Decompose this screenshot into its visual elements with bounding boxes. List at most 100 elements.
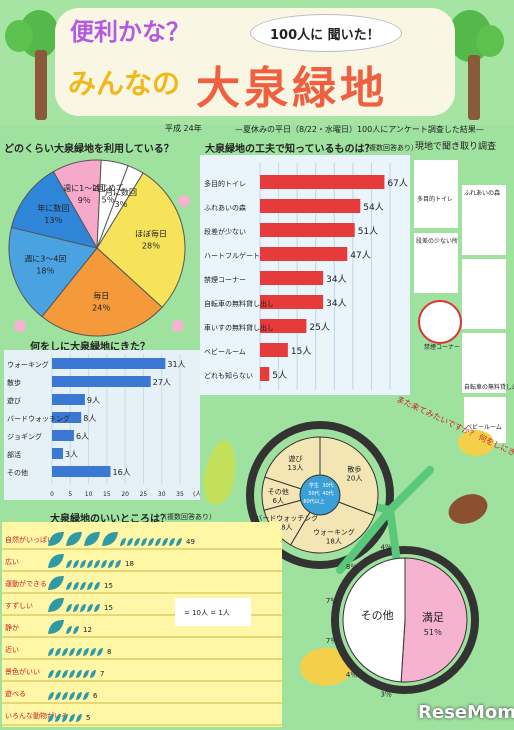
title-line-2: みんなの xyxy=(68,67,181,100)
bar3-leaf-1 xyxy=(115,560,121,568)
bar3-leaf-1 xyxy=(76,670,82,678)
bar3-leaf-1 xyxy=(169,538,175,546)
bar2-category: ジョギング xyxy=(7,432,42,441)
bar3-leaf-10 xyxy=(84,531,100,546)
bar2-xtick: 30 xyxy=(158,491,166,498)
pie1-slice-label: 毎日 xyxy=(93,290,109,300)
bar3-leaf-1 xyxy=(94,604,100,612)
photo-smoke xyxy=(418,300,462,344)
pie1-slice xyxy=(41,247,163,337)
photo-gate xyxy=(462,259,506,329)
bar2-value: 8人 xyxy=(83,414,96,423)
bar3-leaf-1 xyxy=(76,648,82,656)
bar3-leaf-1 xyxy=(176,538,182,546)
side-photo-strip: 多目的トイレ ふれあいの森 段差の少ない所 禁煙コーナー 自転車の無料貸し出し … xyxy=(412,155,514,443)
bar3-category: 近い xyxy=(5,645,19,654)
bar3-leaf-1 xyxy=(66,560,72,568)
bar3-leaf-1 xyxy=(87,560,93,568)
bar2-category: ウォーキング xyxy=(7,360,49,369)
bar2-value: 16人 xyxy=(113,468,131,477)
bar3-leaf-10 xyxy=(48,575,64,590)
bar2-category: バードウォッチング xyxy=(7,414,70,423)
bar1-category: 自転車の無料貸し出し xyxy=(204,299,274,308)
flower-decoration xyxy=(178,195,190,207)
pie4-outer-value: 4％ xyxy=(346,671,357,679)
bar1-category: ハートフルゲート xyxy=(204,251,260,260)
bar2-xtick: (人) xyxy=(193,491,200,498)
bar3-chart: 自然がいっぱい 49 広い 18 運動ができる 15 すずしい 15 静か 12 近い 8 景色がいい 7… xyxy=(2,531,282,726)
pie4-outer-value: 8％ xyxy=(346,563,357,571)
pie3-slice-label: 遊び xyxy=(288,454,302,463)
photo-bike-label: 自転車の無料貸し出し xyxy=(464,384,514,391)
pie1-slice-label: ほぼ毎日 xyxy=(135,228,167,238)
pie4-slice-label: その他 xyxy=(361,609,394,622)
bar1-category: 段差が少ない xyxy=(204,227,246,236)
bar3-leaf-1 xyxy=(101,560,107,568)
bar1-value: 5人 xyxy=(272,370,287,381)
bar2-xtick: 20 xyxy=(121,491,129,498)
bar3-value: 15 xyxy=(104,582,113,590)
bar3-leaf-1 xyxy=(87,604,93,612)
bar3-leaf-1 xyxy=(97,648,103,656)
bar3-leaf-1 xyxy=(94,560,100,568)
bar1-category: ベビールーム xyxy=(204,347,246,356)
bar2-value: 6人 xyxy=(76,432,89,441)
bar3-leaf-1 xyxy=(55,670,61,678)
pie3-slice-label: ウォーキング xyxy=(313,527,355,536)
title-line-1: 便利かな？ xyxy=(70,18,190,46)
pie3-slice-value: 6人 xyxy=(273,497,284,505)
pie1-slice-label: 月に数回 xyxy=(105,187,137,197)
pie3-inner-label: 50代 xyxy=(308,490,319,497)
bar1-category: ふれあいの森 xyxy=(204,203,246,212)
bar3-leaf-1 xyxy=(83,670,89,678)
bar3-value: 12 xyxy=(83,626,92,634)
flower-decoration-2 xyxy=(172,320,184,332)
bar2-value: 3人 xyxy=(65,450,78,459)
bar3-leaf-1 xyxy=(108,560,114,568)
bar3-leaf-1 xyxy=(127,538,133,546)
photo-forest-label: ふれあいの森 xyxy=(464,190,501,197)
bar3-leaf-1 xyxy=(73,560,79,568)
pie3-inner-label: 30代 xyxy=(322,482,333,489)
bar3-leaf-1 xyxy=(66,626,72,634)
bar3-leaf-1 xyxy=(69,692,75,700)
bar2-category: 遊び xyxy=(7,396,21,405)
bubble-text: 100人に 聞いた！ xyxy=(270,28,380,43)
photo-step xyxy=(414,233,458,293)
pie3-slice-label: 散歩 xyxy=(347,464,361,473)
bar3-leaf-1 xyxy=(148,538,154,546)
pie1-slice-value: 9％ xyxy=(78,196,91,205)
bar2-value: 27人 xyxy=(153,378,171,387)
pie1-slice-label: 週に1〜2回 xyxy=(63,184,105,193)
bar3-leaf-1 xyxy=(90,648,96,656)
title-main: 大泉緑地 xyxy=(196,63,388,114)
pie1-slice-label: 年に数回 xyxy=(37,203,69,213)
bar3-leaf-10 xyxy=(102,531,118,546)
pie1-slice-value: 24％ xyxy=(92,303,110,312)
bar1-category: 車いすの無料貸し出し xyxy=(204,323,274,332)
bar3-leaf-10 xyxy=(66,531,82,546)
pie4-slice xyxy=(342,557,406,683)
year-label: 平成 24年 xyxy=(165,124,202,133)
bar3-category: 広い xyxy=(5,557,19,566)
bar1-title: 大泉緑地の工夫で知っているものは？ xyxy=(205,144,375,155)
bubble-100 xyxy=(250,14,402,52)
bar3-value: 15 xyxy=(104,604,113,612)
bar3-leaf-1 xyxy=(76,692,82,700)
bar2-xtick: 35 xyxy=(176,491,184,498)
bar3-value: 18 xyxy=(125,560,134,568)
bar1-category: 禁煙コーナー xyxy=(204,275,246,284)
photo-baby-label: ベビールーム xyxy=(466,424,502,431)
bar2-xtick: 15 xyxy=(103,491,111,498)
pie3-slice-value: 13人 xyxy=(287,464,303,472)
bar3-legend xyxy=(175,598,251,626)
bar3-category: 運動ができる xyxy=(5,579,47,588)
side-caption: 現地で聞き取り調査 xyxy=(415,142,497,152)
pie1-slice-value: 5％ xyxy=(102,196,115,205)
bar3-leaf-1 xyxy=(80,560,86,568)
bar2-category: 散歩 xyxy=(7,378,21,387)
bar1-value: 15人 xyxy=(291,346,311,357)
bar2-bar xyxy=(52,376,151,387)
bar3-leaf-1 xyxy=(76,714,82,722)
